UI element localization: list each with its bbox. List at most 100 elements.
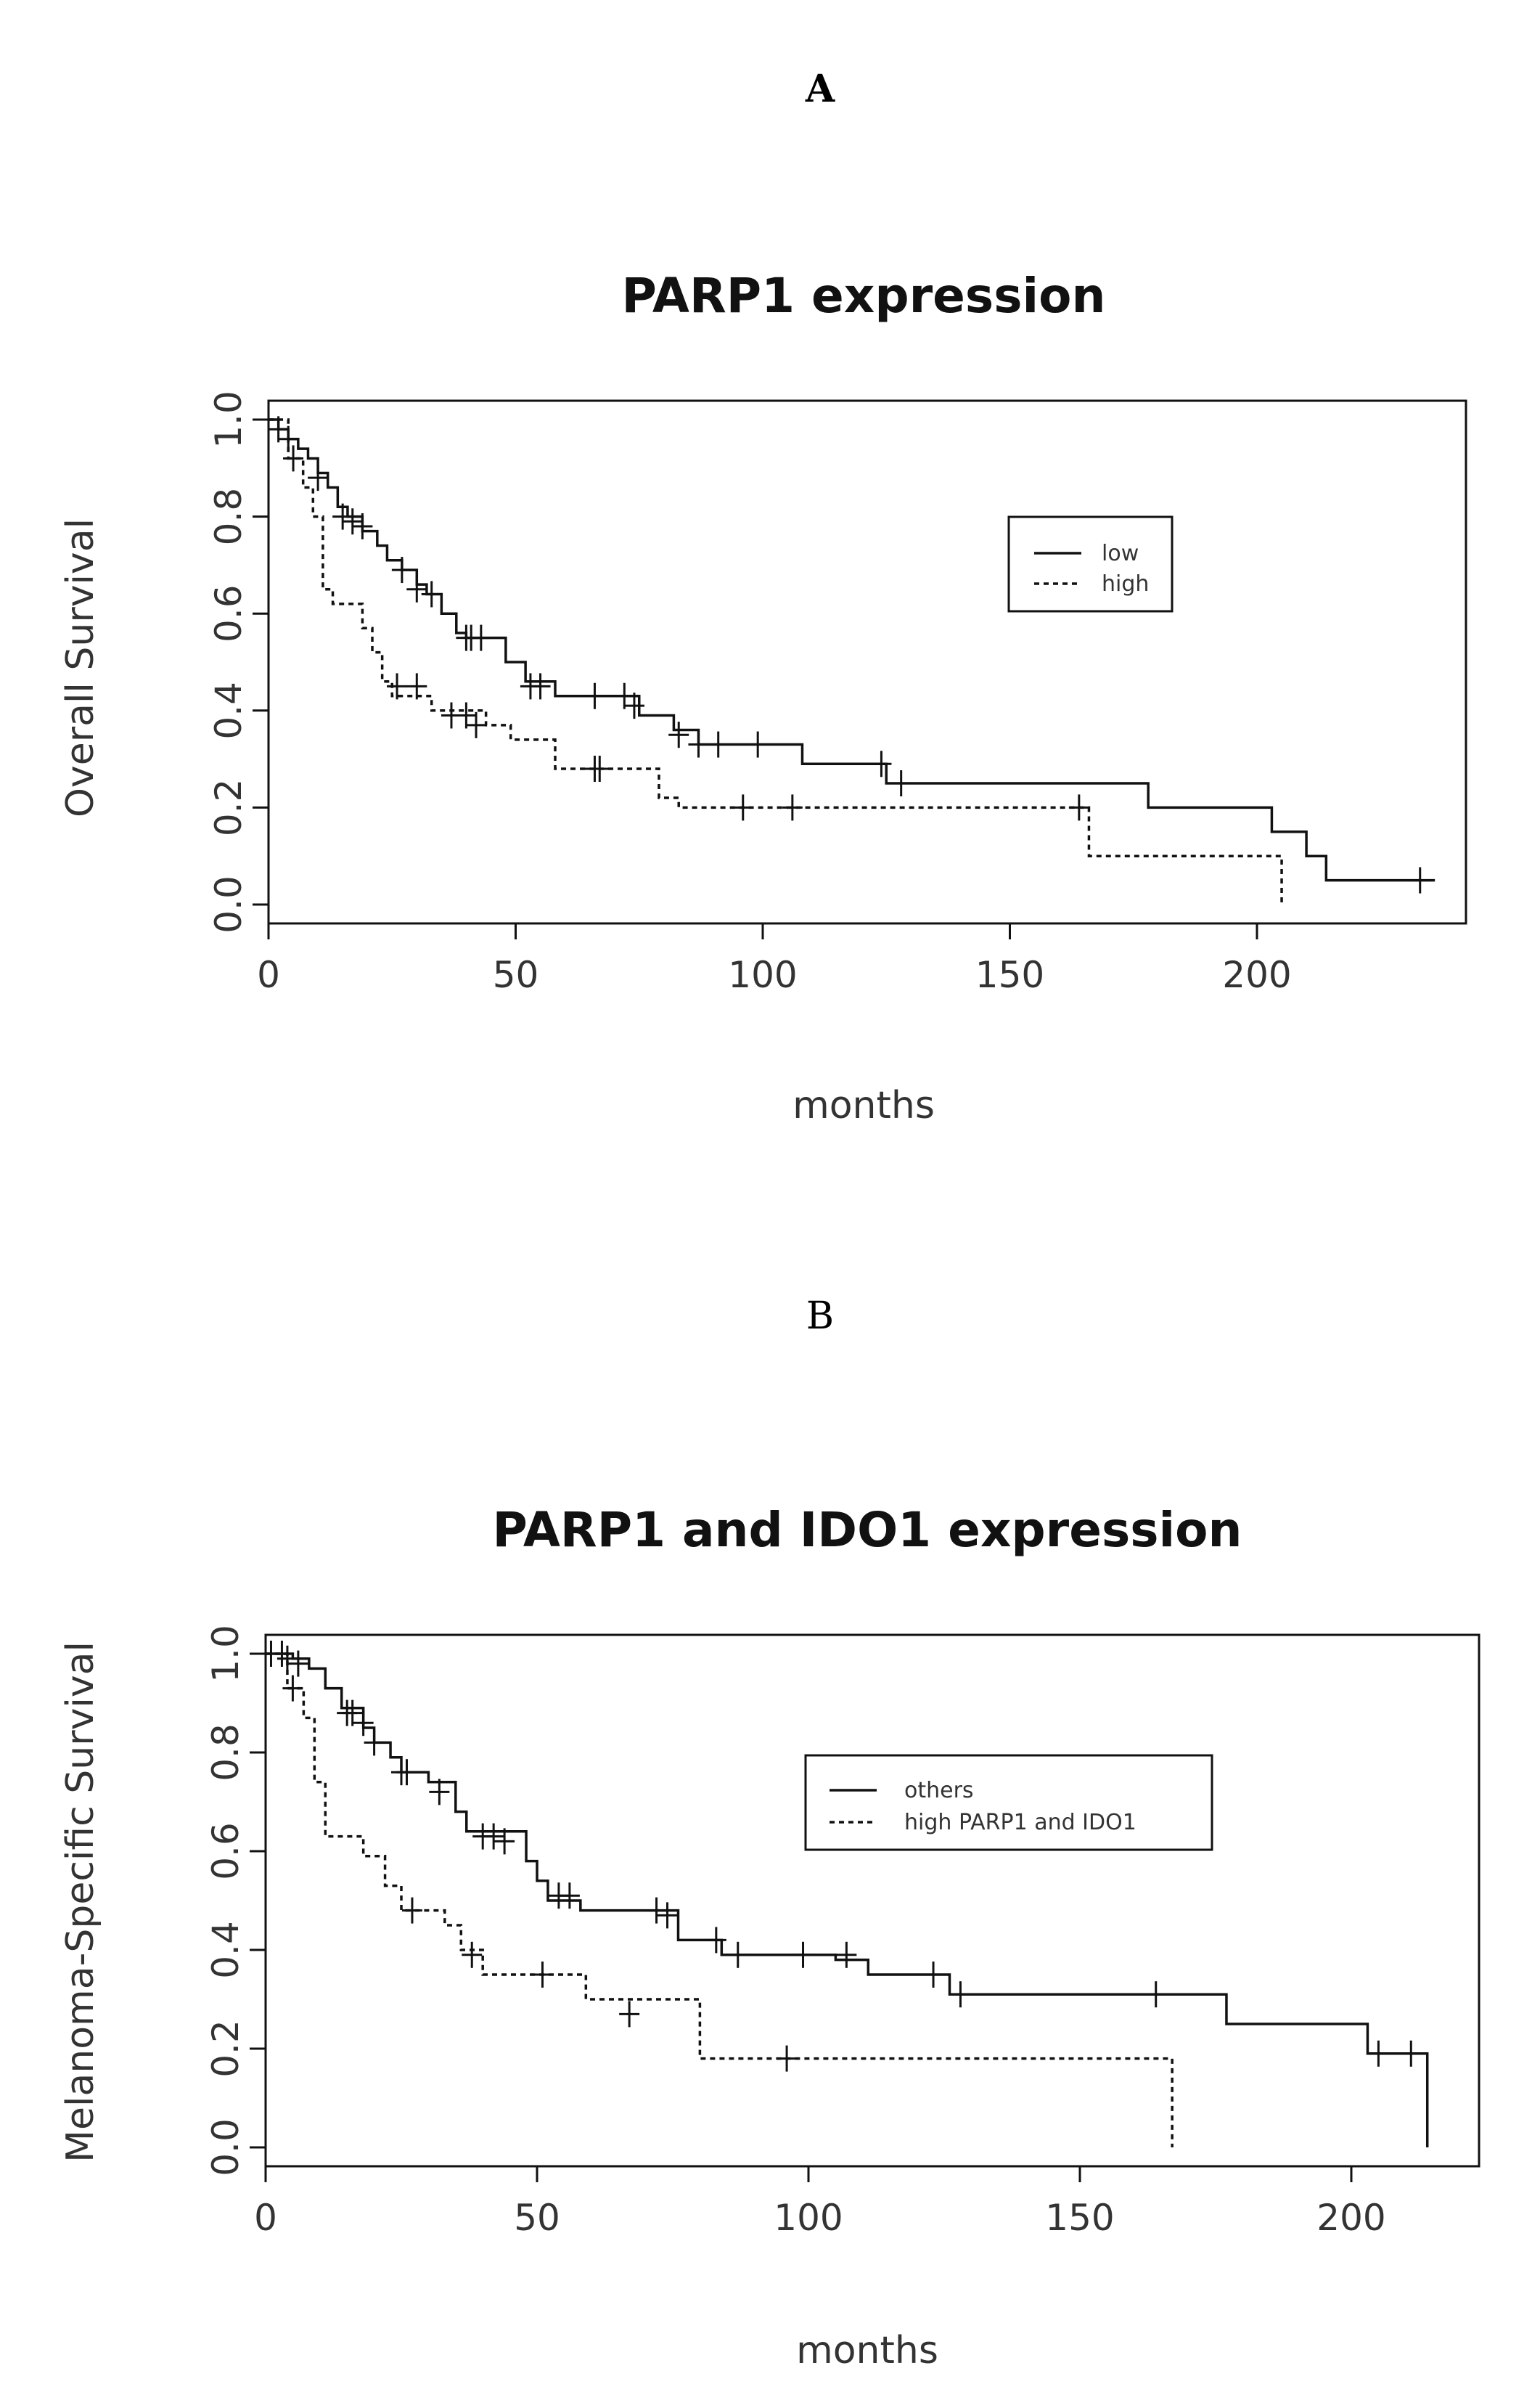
panel-b-censor-mark	[836, 1941, 857, 1968]
panel-b-series-high-parp1-and-ido1-line	[266, 1652, 1174, 2147]
panel-b-censor-mark	[483, 1823, 504, 1850]
chart-panel-b: B PARP1 and IDO1 expression Melanoma-Spe…	[59, 1294, 1480, 2372]
panel-a-censor-mark	[283, 445, 304, 472]
panel-b-x-tick-label: 100	[774, 2197, 843, 2239]
panel-b-plot: 0.0 0.2 0.4 0.6 0.8 1.0 0 50 100 150 200	[205, 1625, 1480, 2239]
panel-a-censor-mark	[406, 673, 427, 700]
panel-a-censor-mark	[391, 557, 412, 584]
panel-b-censor-mark	[792, 1941, 814, 1968]
panel-a-x-axis-label: months	[792, 1084, 935, 1127]
panel-a-censor-mark	[584, 682, 605, 709]
panel-b-censor-mark	[282, 1675, 303, 1702]
panel-b-censor-mark	[396, 1759, 417, 1786]
panel-b-censor-mark	[342, 1699, 363, 1726]
panel-b-x-axis-label: months	[796, 2329, 938, 2372]
panel-b-censor-mark	[1401, 2040, 1422, 2067]
panel-a-censor-mark	[470, 624, 491, 651]
panel-a-x-tick-label: 150	[975, 954, 1044, 996]
panel-b-x-tick-label: 0	[254, 2197, 277, 2239]
panel-a-censor-mark	[406, 576, 427, 603]
panel-b-censor-mark	[705, 1927, 726, 1954]
panel-a-legend: low high	[1007, 515, 1174, 613]
panel-a-censor-mark	[530, 673, 551, 700]
panel-a-y-tick-label: 0.4	[208, 682, 250, 740]
panel-a-x-tick-label: 100	[728, 954, 797, 996]
panel-b-y-tick-label: 0.4	[205, 1921, 247, 1979]
panel-a-censor-mark	[332, 503, 353, 530]
panel-a-censor-mark	[668, 722, 689, 748]
panel-b-y-tick-label: 1.0	[205, 1625, 247, 1683]
panel-b-censor-mark	[619, 2001, 640, 2028]
panel-a-x-tick-label: 200	[1222, 954, 1291, 996]
panel-a-censor-mark	[387, 673, 408, 700]
panel-b-censor-mark	[287, 1650, 308, 1677]
panel-a-censor-mark	[890, 770, 912, 796]
panel-b-legend-high: high PARP1 and IDO1	[904, 1810, 1136, 1835]
panel-b-censor-mark	[429, 1779, 450, 1805]
panel-a-series-high-line	[269, 418, 1283, 905]
panel-b-censor-mark	[532, 1962, 553, 1988]
panel-a-title: PARP1 expression	[622, 268, 1106, 324]
panel-a-censor-mark	[688, 731, 709, 758]
panel-b-censor-mark	[646, 1897, 667, 1924]
panel-b-censor-mark	[401, 1897, 422, 1924]
panel-a-censor-mark	[748, 731, 769, 758]
panel-a-censor-mark	[732, 794, 753, 821]
panel-b-censor-mark	[950, 1981, 971, 2008]
panel-b-y-tick-label: 0.6	[205, 1822, 247, 1880]
panel-a-legend-low: low	[1102, 541, 1139, 566]
panel-b-censor-mark	[923, 1962, 944, 1988]
panel-a-y-tick-label: 0.6	[208, 584, 250, 642]
panel-a-censor-mark	[782, 794, 803, 821]
panel-b-y-tick-label: 0.0	[205, 2118, 247, 2176]
panel-b-censor-mark	[727, 1941, 748, 1968]
panel-a-frame	[267, 399, 1467, 925]
panel-a-y-axis-label: Overall Survival	[59, 518, 102, 817]
panel-a-label: A	[805, 67, 835, 111]
panel-a-censor-mark	[466, 711, 487, 738]
panel-b-censor-mark	[364, 1729, 385, 1756]
panel-b-censor-mark	[494, 1828, 515, 1855]
panel-b-censor-mark	[277, 1645, 298, 1672]
panel-a-x-tick-label: 0	[257, 954, 280, 996]
panel-b-censor-mark	[353, 1710, 374, 1736]
panel-a-censor-mark	[871, 751, 892, 778]
chart-panel-a: A PARP1 expression Overall Survival mont…	[59, 67, 1467, 1127]
panel-b-legend-box	[804, 1754, 1213, 1851]
panel-a-censor-mark	[421, 581, 442, 608]
panel-b-y-axis-label: Melanoma-Specific Survival	[59, 1641, 102, 2163]
panel-a-plot: 0.0 0.2 0.4 0.6 0.8 1.0 0 50 100 150 200	[208, 391, 1467, 996]
panel-a-censor-mark	[352, 513, 373, 539]
panel-b-censor-mark	[1368, 2040, 1389, 2067]
panel-a-legend-high: high	[1102, 571, 1149, 597]
panel-b-x-tick-label: 50	[514, 2197, 560, 2239]
panel-b-censor-mark	[657, 1902, 678, 1929]
panel-b-y-tick-label: 0.2	[205, 2020, 247, 2078]
panel-b-frame	[264, 1633, 1480, 2168]
panel-a-censor-mark	[708, 731, 729, 758]
panel-b-legend: others high PARP1 and IDO1	[804, 1754, 1213, 1851]
panel-a-censor-mark	[1068, 794, 1089, 821]
panel-b-censor-mark	[462, 1941, 483, 1968]
panel-a-y-tick-label: 0.2	[208, 779, 250, 837]
panel-a-legend-box	[1007, 515, 1174, 613]
panel-b-title: PARP1 and IDO1 expression	[493, 1502, 1242, 1558]
panel-b-y-tick-label: 0.8	[205, 1723, 247, 1781]
panel-b-label: B	[806, 1294, 834, 1338]
panel-a-censor-mark	[589, 755, 610, 782]
panel-b-censor-mark	[1145, 1981, 1166, 2008]
panel-b-series-others-line	[266, 1652, 1429, 2147]
panel-a-censor-mark	[342, 508, 363, 535]
panel-b-censor-mark	[777, 2045, 798, 2072]
panel-a-censor-mark	[1409, 867, 1430, 894]
panel-b-censor-mark	[559, 1882, 580, 1909]
panel-b-x-tick-label: 150	[1045, 2197, 1114, 2239]
panel-b-x-tick-label: 200	[1316, 2197, 1385, 2239]
panel-a-x-tick-label: 50	[493, 954, 539, 996]
panel-a-y-tick-label: 1.0	[208, 391, 250, 449]
panel-a-censor-mark	[308, 465, 329, 491]
panel-b-legend-others: others	[904, 1778, 974, 1803]
panel-a-series-low-line	[269, 418, 1435, 882]
panel-a-y-tick-label: 0.0	[208, 876, 250, 934]
